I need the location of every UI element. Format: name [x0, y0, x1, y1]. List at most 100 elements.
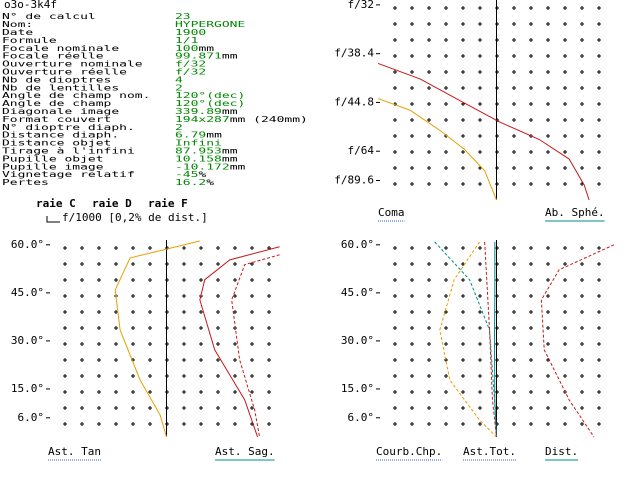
grid-mark	[580, 6, 584, 10]
grid-mark	[114, 422, 118, 426]
grid-mark	[512, 246, 516, 250]
value: 23	[175, 12, 191, 22]
grid-mark	[182, 342, 186, 346]
grid-mark	[148, 374, 152, 378]
info-label: Angle de champ	[2, 99, 111, 109]
grid-mark	[393, 54, 397, 58]
grid-mark	[597, 326, 601, 330]
grid-mark	[461, 6, 465, 10]
info-panel: N° de calcul 23 Nom: HYPERGONE Date 1900 Formu…	[2, 12, 308, 188]
info-label: Pupille image	[2, 162, 104, 172]
y-tick-label: 60.0°	[11, 238, 44, 251]
grid-mark	[80, 278, 84, 282]
grid-mark	[97, 390, 101, 394]
curve	[231, 254, 280, 438]
axis-label: Dist.	[545, 445, 578, 458]
grid-mark	[529, 278, 533, 282]
grid-mark	[563, 166, 567, 170]
info-label: Diagonale image	[2, 107, 119, 117]
grid-mark	[597, 86, 601, 90]
grid-mark	[546, 278, 550, 282]
grid-mark	[114, 342, 118, 346]
grid-mark	[216, 342, 220, 346]
grid-mark	[63, 246, 67, 250]
grid-mark	[563, 134, 567, 138]
grid-mark	[131, 374, 135, 378]
grid-mark	[410, 294, 414, 298]
grid-mark	[512, 38, 516, 42]
grid-mark	[410, 374, 414, 378]
grid-mark	[63, 326, 67, 330]
grid-mark	[199, 262, 203, 266]
grid-mark	[597, 390, 601, 394]
grid-mark	[461, 182, 465, 186]
unit: mm	[198, 43, 214, 53]
grid-mark	[393, 342, 397, 346]
grid-mark	[580, 342, 584, 346]
grid-mark	[546, 86, 550, 90]
grid-mark	[461, 134, 465, 138]
legend-entry: raie C	[36, 197, 76, 210]
grid-mark	[131, 342, 135, 346]
chart: 60.0° 45.0° 30.0° 15.0° 6.0° Ast. Tan Ast. Sag…	[11, 238, 280, 461]
grid-mark	[563, 22, 567, 26]
grid-mark	[461, 342, 465, 346]
grid-mark	[182, 262, 186, 266]
grid-mark	[427, 86, 431, 90]
grid-mark	[529, 150, 533, 154]
grid-mark	[97, 246, 101, 250]
grid-mark	[478, 294, 482, 298]
grid-mark	[182, 310, 186, 314]
grid-mark	[529, 86, 533, 90]
value: 120°(dec)	[175, 99, 245, 109]
grid-mark	[546, 54, 550, 58]
grid-mark	[80, 422, 84, 426]
grid-mark	[444, 102, 448, 106]
grid-mark	[512, 374, 516, 378]
grid-mark	[529, 342, 533, 346]
grid-mark	[563, 150, 567, 154]
grid-mark	[80, 310, 84, 314]
grid-mark	[131, 326, 135, 330]
grid-mark	[478, 358, 482, 362]
info-label: N° dioptre diaph.	[2, 122, 135, 132]
grid-mark	[529, 406, 533, 410]
grid-mark	[410, 6, 414, 10]
grid-mark	[199, 406, 203, 410]
grid-mark	[427, 166, 431, 170]
grid-mark	[410, 262, 414, 266]
grid-mark	[461, 118, 465, 122]
info-label: Tirage à l'infini	[2, 146, 135, 156]
grid-mark	[563, 102, 567, 106]
grid-mark	[529, 294, 533, 298]
grid-mark	[529, 310, 533, 314]
grid-mark	[529, 54, 533, 58]
grid-mark	[529, 374, 533, 378]
grid-mark	[580, 326, 584, 330]
grid-mark	[199, 278, 203, 282]
grid-mark	[410, 22, 414, 26]
info-value: 2	[175, 122, 183, 132]
grid-mark	[478, 6, 482, 10]
info-value: Infini	[175, 138, 222, 148]
grid-mark	[233, 342, 237, 346]
grid-mark	[512, 54, 516, 58]
value: HYPERGONE	[175, 20, 245, 30]
grid-mark	[529, 326, 533, 330]
info-label: Distance objet	[2, 138, 111, 148]
grid-mark	[478, 22, 482, 26]
grid-mark	[182, 294, 186, 298]
grid-mark	[580, 150, 584, 154]
grid-mark	[410, 390, 414, 394]
grid-mark	[563, 310, 567, 314]
curve	[377, 98, 497, 201]
grid-mark	[478, 54, 482, 58]
grid-mark	[597, 262, 601, 266]
value: 10.158	[175, 154, 222, 164]
unit: %	[206, 178, 214, 188]
grid-mark	[63, 358, 67, 362]
grid-mark	[580, 294, 584, 298]
grid-mark	[250, 390, 254, 394]
grid-mark	[478, 118, 482, 122]
grid-mark	[393, 310, 397, 314]
